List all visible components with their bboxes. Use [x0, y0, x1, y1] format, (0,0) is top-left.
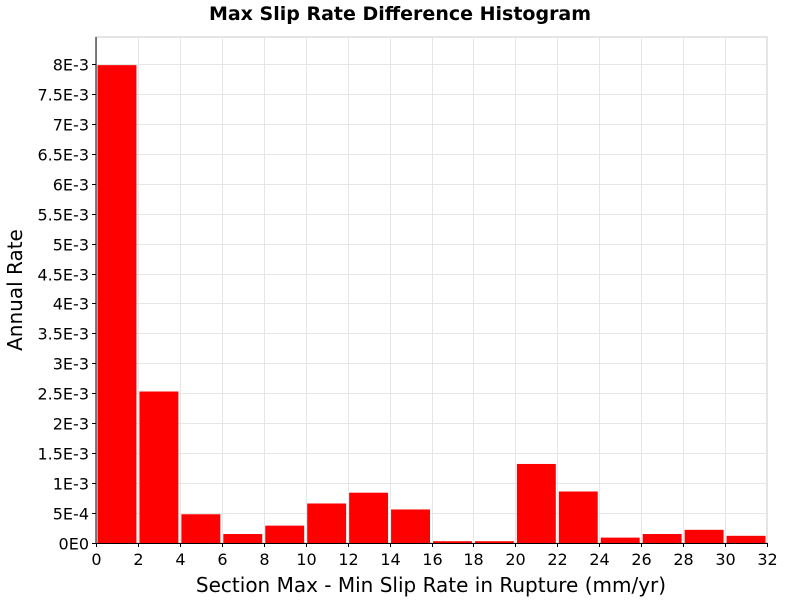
x-tick-label: 6 — [217, 550, 227, 569]
histogram-bar — [265, 525, 305, 543]
histogram-bar — [516, 463, 556, 543]
y-tick-label: 7E-3 — [53, 116, 89, 135]
histogram-bar — [642, 534, 682, 543]
y-tick-label: 6E-3 — [53, 176, 89, 195]
histogram-bar — [223, 534, 263, 543]
y-tick-label: 3.5E-3 — [37, 325, 89, 344]
x-tick-label: 26 — [631, 550, 651, 569]
plot-area — [95, 36, 768, 544]
x-tick-label: 14 — [380, 550, 400, 569]
x-tick-label: 0 — [91, 550, 101, 569]
chart-title: Max Slip Rate Difference Histogram — [209, 3, 591, 25]
y-tick-label: 8E-3 — [53, 56, 89, 75]
histogram-bar — [181, 514, 221, 543]
x-tick-label: 4 — [175, 550, 185, 569]
x-tick-label: 32 — [757, 550, 777, 569]
x-tick-label: 18 — [463, 550, 483, 569]
y-tick-label: 5.5E-3 — [37, 206, 89, 225]
y-tick-label: 1.5E-3 — [37, 445, 89, 464]
y-tick-label: 6.5E-3 — [37, 146, 89, 165]
x-tick-label: 20 — [505, 550, 525, 569]
y-tick-label: 3E-3 — [53, 355, 89, 374]
x-axis-label: Section Max - Min Slip Rate in Rupture (… — [196, 573, 666, 597]
histogram-bar — [139, 391, 179, 543]
y-axis-label: Annual Rate — [3, 229, 27, 351]
x-tick-label: 22 — [547, 550, 567, 569]
x-tick-label: 30 — [715, 550, 735, 569]
histogram-bar — [391, 509, 430, 543]
histogram-bar — [349, 492, 389, 543]
histogram-bar — [307, 503, 347, 543]
histogram-bar — [684, 529, 724, 543]
x-tick-label: 24 — [589, 550, 609, 569]
x-axis-ticks: 0 2 4 6 8 10 12 14 16 18 20 22 24 26 28 30 32 — [91, 543, 778, 569]
y-tick-label: 5E-4 — [53, 505, 89, 524]
histogram-bar — [726, 535, 766, 543]
y-tick-label: 4E-3 — [53, 295, 89, 314]
y-tick-label: 0E0 — [59, 535, 89, 554]
histogram-bar — [600, 537, 640, 543]
x-tick-label: 28 — [673, 550, 693, 569]
y-tick-label: 5E-3 — [53, 236, 89, 255]
x-tick-label: 2 — [133, 550, 143, 569]
y-axis-ticks: 0E0 5E-4 1E-3 1.5E-3 2E-3 2.5E-3 3E-3 3.5E-3 4E-… — [37, 56, 96, 554]
histogram-bar — [97, 65, 137, 543]
histogram-bar — [558, 491, 598, 543]
x-tick-label: 8 — [259, 550, 269, 569]
x-tick-label: 10 — [296, 550, 316, 569]
y-tick-label: 4.5E-3 — [37, 266, 89, 285]
y-tick-label: 7.5E-3 — [37, 86, 89, 105]
axes — [95, 37, 767, 544]
y-tick-label: 2.5E-3 — [37, 385, 89, 404]
y-tick-label: 1E-3 — [53, 475, 89, 494]
histogram-bar — [474, 541, 514, 543]
x-tick-label: 12 — [338, 550, 358, 569]
grid-lines — [95, 36, 768, 544]
histogram-bar — [433, 541, 472, 543]
x-tick-label: 16 — [422, 550, 442, 569]
y-tick-label: 2E-3 — [53, 415, 89, 434]
bars — [97, 65, 766, 543]
